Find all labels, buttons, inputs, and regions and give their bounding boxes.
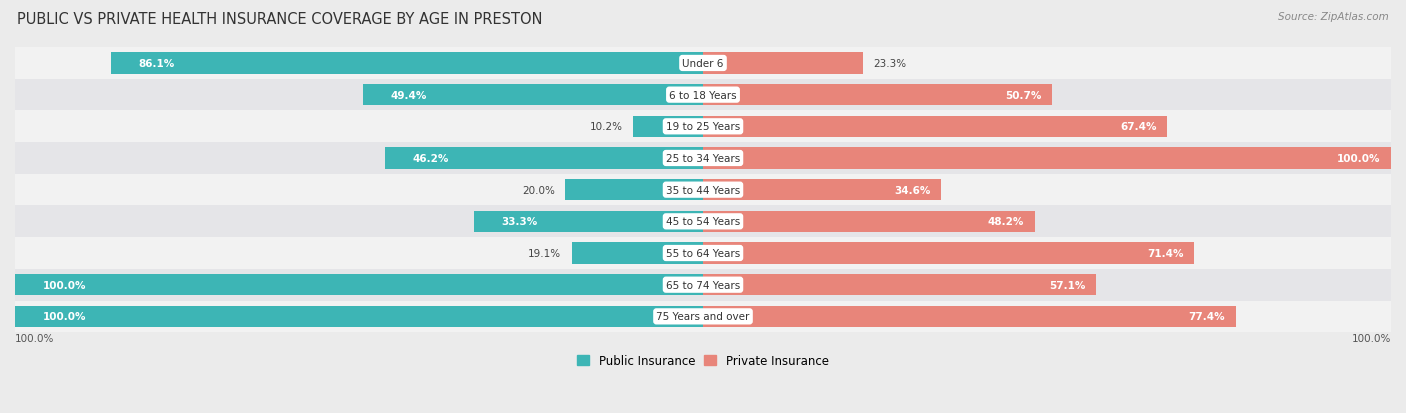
Text: 49.4%: 49.4% — [391, 90, 427, 100]
Text: 71.4%: 71.4% — [1147, 248, 1184, 259]
Bar — [15, 48, 1391, 80]
Text: 50.7%: 50.7% — [1005, 90, 1042, 100]
Text: 45 to 54 Years: 45 to 54 Years — [666, 217, 740, 227]
Bar — [15, 306, 703, 328]
Text: 33.3%: 33.3% — [502, 217, 537, 227]
Text: 10.2%: 10.2% — [589, 122, 623, 132]
Text: 100.0%: 100.0% — [42, 280, 86, 290]
Legend: Public Insurance, Private Insurance: Public Insurance, Private Insurance — [572, 350, 834, 372]
Bar — [703, 243, 1194, 264]
Bar — [703, 274, 1095, 296]
Bar — [703, 53, 863, 75]
Text: 34.6%: 34.6% — [894, 185, 931, 195]
Text: 48.2%: 48.2% — [988, 217, 1025, 227]
Bar — [703, 306, 1236, 328]
Bar — [15, 237, 1391, 269]
Text: Under 6: Under 6 — [682, 59, 724, 69]
Bar — [703, 180, 941, 201]
Text: 55 to 64 Years: 55 to 64 Years — [666, 248, 740, 259]
Bar — [15, 174, 1391, 206]
Bar — [15, 143, 1391, 174]
Bar — [15, 80, 1391, 111]
Text: 67.4%: 67.4% — [1121, 122, 1156, 132]
Bar — [703, 211, 1035, 233]
Bar — [15, 269, 1391, 301]
Text: 77.4%: 77.4% — [1188, 311, 1225, 322]
Text: 100.0%: 100.0% — [15, 333, 55, 343]
Text: 100.0%: 100.0% — [42, 311, 86, 322]
Bar — [703, 85, 1052, 106]
Bar — [565, 180, 703, 201]
Text: 75 Years and over: 75 Years and over — [657, 311, 749, 322]
Text: 6 to 18 Years: 6 to 18 Years — [669, 90, 737, 100]
Text: PUBLIC VS PRIVATE HEALTH INSURANCE COVERAGE BY AGE IN PRESTON: PUBLIC VS PRIVATE HEALTH INSURANCE COVER… — [17, 12, 543, 27]
Text: 46.2%: 46.2% — [413, 154, 449, 164]
Bar — [385, 148, 703, 169]
Bar — [474, 211, 703, 233]
Text: 57.1%: 57.1% — [1049, 280, 1085, 290]
Bar — [15, 301, 1391, 332]
Text: 100.0%: 100.0% — [1337, 154, 1381, 164]
Text: 35 to 44 Years: 35 to 44 Years — [666, 185, 740, 195]
Bar — [363, 85, 703, 106]
Text: 20.0%: 20.0% — [522, 185, 555, 195]
Bar — [15, 206, 1391, 237]
Text: 23.3%: 23.3% — [873, 59, 907, 69]
Text: 19 to 25 Years: 19 to 25 Years — [666, 122, 740, 132]
Text: Source: ZipAtlas.com: Source: ZipAtlas.com — [1278, 12, 1389, 22]
Bar — [633, 116, 703, 138]
Bar — [15, 111, 1391, 143]
Text: 65 to 74 Years: 65 to 74 Years — [666, 280, 740, 290]
Text: 100.0%: 100.0% — [1351, 333, 1391, 343]
Bar — [15, 274, 703, 296]
Bar — [111, 53, 703, 75]
Bar — [703, 148, 1391, 169]
Text: 25 to 34 Years: 25 to 34 Years — [666, 154, 740, 164]
Text: 19.1%: 19.1% — [529, 248, 561, 259]
Bar — [572, 243, 703, 264]
Bar — [703, 116, 1167, 138]
Text: 86.1%: 86.1% — [138, 59, 174, 69]
